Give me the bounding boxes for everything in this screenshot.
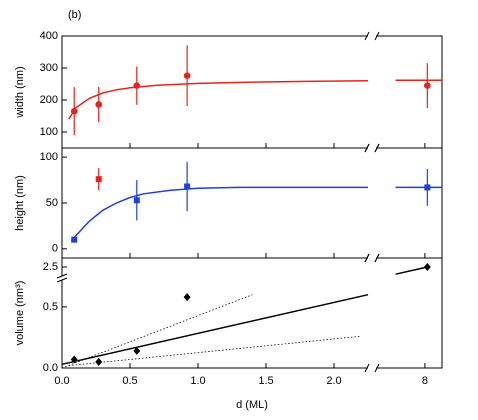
- fit-line: [61, 294, 253, 369]
- break-mark: [56, 273, 68, 279]
- break-mark: [364, 253, 370, 263]
- break-mark: [374, 143, 380, 153]
- y-tick-label: 0.5: [43, 301, 58, 313]
- axis-break-gap: [368, 147, 376, 149]
- data-point: [133, 82, 141, 89]
- x-tick-label: 1.5: [258, 375, 273, 387]
- break-mark: [374, 31, 380, 41]
- fit-line: [70, 186, 442, 242]
- y-tick-label: 100: [40, 126, 58, 138]
- y-axis-label: width (nm): [14, 66, 26, 118]
- y-tick-label: 0.0: [43, 362, 58, 374]
- data-point: [70, 355, 78, 364]
- data-point: [70, 107, 78, 115]
- data-point: [423, 263, 431, 271]
- y-axis-label: height (nm): [14, 175, 26, 231]
- panel-frame: [61, 35, 443, 149]
- y-tick-label: 400: [40, 30, 58, 42]
- panel-label: (b): [68, 9, 81, 21]
- axis-break-gap: [368, 35, 376, 37]
- y-tick-label: 50: [46, 197, 58, 209]
- fit-line: [61, 266, 428, 366]
- data-point: [424, 184, 431, 191]
- x-tick-label: 8: [422, 375, 428, 387]
- axis-break-gap: [368, 367, 376, 369]
- x-tick-label: 2.0: [326, 375, 341, 387]
- data-point: [183, 72, 191, 79]
- x-tick-label: 0.0: [54, 375, 69, 387]
- panel-frame: [61, 147, 443, 259]
- fit-line: [68, 335, 362, 366]
- x-axis-label: d (ML): [236, 399, 268, 411]
- break-mark: [56, 277, 68, 283]
- y-axis-label: volume (nm³): [14, 281, 26, 346]
- break-mark: [374, 253, 380, 263]
- x-tick-label: 0.5: [122, 375, 137, 387]
- data-point: [183, 293, 191, 302]
- y-tick-label: 100: [40, 151, 58, 163]
- break-mark: [364, 143, 370, 153]
- fit-line: [68, 79, 442, 120]
- data-point: [95, 101, 103, 108]
- data-point: [133, 197, 140, 204]
- y-tick-label: 0: [52, 243, 58, 255]
- panel-frame: [61, 257, 443, 369]
- y-tick-label: 200: [40, 94, 58, 106]
- axis-break-gap: [60, 276, 64, 280]
- data-point: [133, 346, 141, 355]
- break-mark: [364, 363, 370, 373]
- data-point: [184, 183, 191, 190]
- axis-break-gap: [368, 257, 376, 259]
- data-point: [71, 236, 78, 243]
- x-tick-label: 1.0: [190, 375, 205, 387]
- y-tick-label: 300: [40, 62, 58, 74]
- data-point: [95, 176, 102, 183]
- y-tick-label: 2.5: [43, 261, 58, 273]
- data-point: [95, 357, 103, 366]
- break-mark: [364, 31, 370, 41]
- break-mark: [374, 363, 380, 373]
- data-point: [424, 82, 431, 89]
